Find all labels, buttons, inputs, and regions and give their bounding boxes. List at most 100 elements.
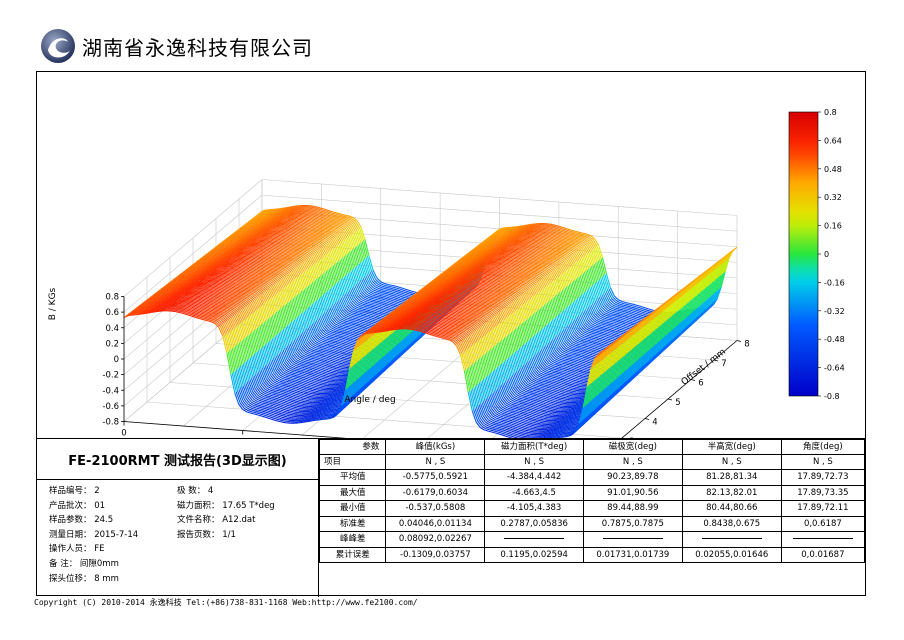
ns-cell: N , S xyxy=(484,454,584,470)
row-name: 平均值 xyxy=(318,469,387,486)
table-row: 平均值 -0.5775,0.5921 -4.384,4.442 90.23,89.78… xyxy=(318,469,866,486)
column-header: 角度(deg) xyxy=(780,439,866,455)
table-cell: -0.1309,0.03757 xyxy=(385,546,486,563)
table-cell xyxy=(681,531,782,548)
column-header: 磁极宽(deg) xyxy=(582,439,683,455)
colorbar-tick-label: -0.16 xyxy=(824,278,845,287)
column-header: 磁力面积(T*deg) xyxy=(484,439,584,455)
ns-cell: N , S xyxy=(385,454,486,470)
y-tick-label: 7 xyxy=(721,359,726,369)
column-header: 半高宽(deg) xyxy=(681,439,782,455)
x-tick-label: 0 xyxy=(121,429,126,439)
table-cell: 91.01,90.56 xyxy=(582,484,683,501)
table-cell xyxy=(582,531,683,548)
ns-cell: N , S xyxy=(582,454,683,470)
colorbar-tick-label: -0.32 xyxy=(824,307,845,316)
table-cell: -4.105,4.383 xyxy=(484,500,584,517)
table-cell: 0.04046,0.01134 xyxy=(385,515,486,532)
table-cell: 0.7875,0.7875 xyxy=(582,515,683,532)
item-label: 项目 xyxy=(318,454,387,470)
report-frame: 0.80.60.40.20-0.2-0.4-0.6-0.809018027036… xyxy=(36,71,866,597)
x-tick-label: 90 xyxy=(237,438,248,439)
field-6: 探头位移： 8 mm xyxy=(49,573,119,584)
field-5: 备 注： 间隙0mm xyxy=(49,559,119,569)
table-cell: 90.23,89.78 xyxy=(582,469,683,486)
z-tick-label: 0.8 xyxy=(105,293,119,303)
table-cell: -0.6179,0.6034 xyxy=(385,484,486,501)
field-3: 测量日期： 2015-7-14 xyxy=(49,529,139,540)
y-tick-label: 6 xyxy=(698,379,703,389)
table-cell: 0.8438,0.675 xyxy=(681,515,782,532)
table-cell: 81.28,81.34 xyxy=(681,469,782,486)
colorbar-tick-label: 0.32 xyxy=(824,193,842,202)
z-tick-label: -0.4 xyxy=(102,386,119,396)
ns-cell: N , S xyxy=(780,454,866,470)
colorbar-tick-label: -0.8 xyxy=(824,392,840,401)
z-tick-label: 0.2 xyxy=(105,339,119,349)
table-cell: 0.01731,0.01739 xyxy=(582,546,683,563)
field2-2: 文件名称： A12.dat xyxy=(177,515,256,526)
company-logo-icon xyxy=(41,29,75,63)
field-0: 样品编号： 2 xyxy=(49,486,100,496)
colorbar-tick-label: 0 xyxy=(824,250,829,259)
colorbar-tick-label: 0.64 xyxy=(824,136,842,145)
table-cell: 0,0.01687 xyxy=(780,546,866,563)
table-cell: -0.537,0.5808 xyxy=(385,500,486,517)
company-name: 湖南省永逸科技有限公司 xyxy=(82,35,313,60)
row-name: 标准差 xyxy=(318,515,387,532)
colorbar-tick-label: -0.64 xyxy=(824,364,845,373)
table-cell: 0.02055,0.01646 xyxy=(681,546,782,563)
column-header: 峰值(kGs) xyxy=(385,439,486,455)
param-label: 参数 xyxy=(318,439,387,455)
z-tick-label: -0.6 xyxy=(102,402,119,412)
y-tick-label: 4 xyxy=(652,418,657,428)
table-row: 峰峰差 0.08092,0.02267 xyxy=(318,531,866,548)
table-row: 最大值 -0.6179,0.6034 -4.663,4.5 91.01,90.56 82… xyxy=(318,484,866,501)
table-cell: 82.13,82.01 xyxy=(681,484,782,501)
field-1: 产品批次： 01 xyxy=(49,500,106,511)
row-name: 最小值 xyxy=(318,500,387,517)
table-cell: 0.2787,0.05836 xyxy=(484,515,584,532)
z-tick-label: -0.2 xyxy=(102,371,119,381)
colorbar-tick-label: 0.8 xyxy=(824,108,837,117)
x-axis-label: Angle / deg xyxy=(344,395,395,405)
surface-mesh xyxy=(123,204,738,438)
table-cell: 17.89,72.73 xyxy=(780,469,866,486)
ns-cell: N , S xyxy=(681,454,782,470)
table-cell: 17.89,72.11 xyxy=(780,500,866,517)
table-cell: -4.663,4.5 xyxy=(484,484,584,501)
table-cell: -4.384,4.442 xyxy=(484,469,584,486)
z-tick-label: 0.6 xyxy=(105,308,119,318)
table-cell xyxy=(780,531,866,548)
colorbar xyxy=(788,111,819,397)
row-name: 累计误差 xyxy=(318,546,387,563)
field-4: 操作人员： FE xyxy=(49,544,105,555)
y-tick-label: 8 xyxy=(744,340,749,350)
row-name: 最大值 xyxy=(318,484,387,501)
field2-0: 极 数： 4 xyxy=(177,486,214,496)
z-tick-label: 0.4 xyxy=(105,324,119,334)
colorbar-tick-label: 0.48 xyxy=(824,165,842,174)
table-row: 最小值 -0.537,0.5808 -4.105,4.383 89.44,88.99 8… xyxy=(318,500,866,517)
table-cell: 80.44,80.66 xyxy=(681,500,782,517)
field2-3: 报告页数： 1/1 xyxy=(177,529,236,540)
report-header: 湖南省永逸科技有限公司 xyxy=(40,26,313,66)
table-cell: 0.08092,0.02267 xyxy=(385,531,486,548)
row-name: 峰峰差 xyxy=(318,531,387,548)
table-cell: -0.5775,0.5921 xyxy=(385,469,486,486)
table-row: 标准差 0.04046,0.01134 0.2787,0.05836 0.7875,0… xyxy=(318,515,866,532)
report-fields: 样品编号： 2 极 数： 4 产品批次： 01 磁力面积： 17.65 T*deg 样品… xyxy=(37,480,319,597)
copyright: Copyright (C) 2010-2014 永逸科技 Tel:(+86)73… xyxy=(34,598,418,607)
z-axis-label: B / KGs xyxy=(48,287,58,320)
table-cell: 17.89,73.35 xyxy=(780,484,866,501)
colorbar-tick-label: -0.48 xyxy=(824,335,845,344)
report-info: FE-2100RMT 测试报告(3D显示图) 样品编号： 2 极 数： 4 产品批次… xyxy=(37,438,866,597)
colorbar-tick-label: 0.16 xyxy=(824,222,842,231)
surface-plot: 0.80.60.40.20-0.2-0.4-0.6-0.809018027036… xyxy=(48,108,845,439)
table-row: 累计误差 -0.1309,0.03757 0.1195,0.02594 0.01731… xyxy=(318,546,866,563)
z-tick-label: 0 xyxy=(114,355,119,365)
table-cell: 89.44,88.99 xyxy=(582,500,683,517)
table-header-row: 参数 峰值(kGs) 磁力面积(T*deg) 磁极宽(deg) 半高宽(deg) 角度(d… xyxy=(318,439,866,455)
y-tick-label: 5 xyxy=(675,398,680,408)
